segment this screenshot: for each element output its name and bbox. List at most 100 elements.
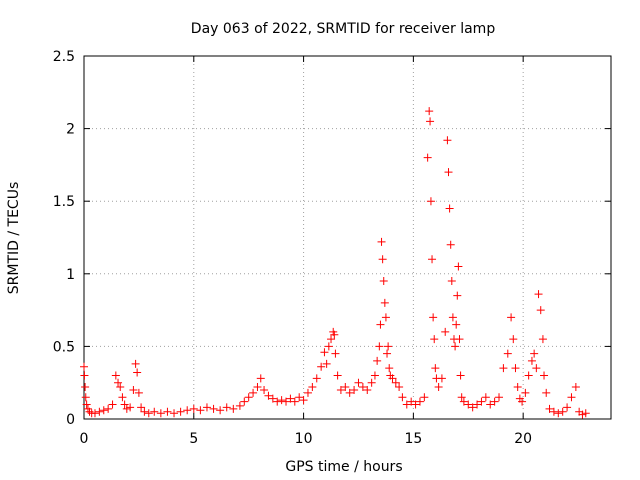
data-point [507,313,516,322]
data-point [268,394,277,403]
data-point [363,385,372,394]
y-tick-label: 2.5 [53,49,75,65]
data-point [499,364,508,373]
data-point [391,378,400,387]
data-point [563,403,572,412]
data-point [240,397,249,406]
data-point [452,320,461,329]
data-point [229,404,238,413]
data-point [134,388,143,397]
data-point [571,383,580,392]
data-point [420,393,429,402]
data-point [150,407,159,416]
data-point [81,383,90,392]
data-point [81,393,90,402]
data-point [244,393,253,402]
y-tick-label: 1.5 [53,194,75,210]
grid [84,56,611,419]
data-point [170,409,179,418]
data-point [567,393,576,402]
data-point [354,378,363,387]
data-point [426,117,435,126]
data-point [118,393,127,402]
data-point [509,335,518,344]
data-point [176,407,185,416]
data-point [295,393,304,402]
data-point [527,356,536,365]
data-point [260,385,269,394]
data-point [477,397,486,406]
data-point [90,409,99,418]
data-point [558,407,567,416]
data-point [95,407,104,416]
data-point [532,364,541,373]
data-point [431,364,440,373]
data-point [317,362,326,371]
y-axis-label: SRMTID / TECUs [6,182,22,295]
data-point [299,396,308,405]
y-tick-label: 0 [66,412,75,428]
data-point [277,396,286,405]
data-point [104,404,113,413]
data-point [370,371,379,380]
data-point [345,388,354,397]
data-point [122,404,131,413]
data-point [407,397,416,406]
data-point [456,371,465,380]
data-point [312,374,321,383]
data-point [511,364,520,373]
data-point [375,342,384,351]
data-point [120,400,129,409]
data-point [381,313,390,322]
data-point [554,409,563,418]
data-point [481,393,490,402]
data-point [114,378,123,387]
data-point [140,407,149,416]
data-point [423,153,432,162]
data-point [415,397,424,406]
data-point [209,404,218,413]
x-tick-label: 0 [80,431,89,447]
data-point [126,403,135,412]
data-point [116,383,125,392]
data-point [256,374,265,383]
data-point [441,327,450,336]
data-point [402,400,411,409]
y-tick-label: 0.5 [53,339,75,355]
data-point [383,349,392,358]
data-point [447,277,456,286]
data-point [264,391,273,400]
data-point [451,342,460,351]
data-point [540,371,549,380]
data-point [137,403,146,412]
data-point [80,371,89,380]
data-point [183,406,192,415]
data-point [156,409,165,418]
data-point [373,356,382,365]
data-point [376,320,385,329]
data-point [545,404,554,413]
data-point [495,393,504,402]
data-point [380,298,389,307]
data-point [108,400,117,409]
data-point [80,362,88,371]
data-point [336,385,345,394]
data-point [253,383,262,392]
x-axis-label: GPS time / hours [285,459,402,475]
data-point [367,378,376,387]
data-point [538,335,547,344]
data-point [286,394,295,403]
plot-frame [83,55,612,420]
data-point [513,383,522,392]
data-point [324,342,333,351]
data-point [330,330,339,339]
data-point [249,388,258,397]
data-point [443,136,452,145]
data-point [426,197,435,206]
x-tick-label: 5 [189,431,198,447]
data-point [303,388,312,397]
data-point [99,406,108,415]
data-point [308,383,317,392]
data-point [581,409,590,418]
